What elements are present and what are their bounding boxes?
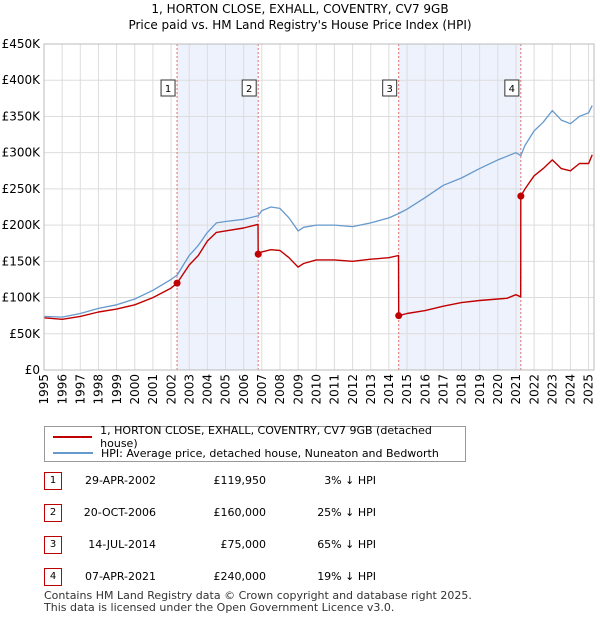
x-tick-label: 2002 [164,374,178,405]
x-tick-label: 1999 [110,374,124,405]
sale-number-badge: 1 [44,472,62,490]
x-tick-label: 2012 [346,374,360,405]
sale-label-text: 4 [509,84,515,95]
sale-label-box [160,79,176,97]
x-tick-label: 2010 [309,374,323,405]
x-tick-label: 2004 [201,374,215,405]
sale-hpi-diff: 65% ↓ HPI [317,538,376,551]
sale-number-badge: 4 [44,568,62,586]
sale-point [395,312,403,320]
footer-licence: This data is licensed under the Open Gov… [44,601,395,614]
x-tick-label: 1998 [92,374,106,405]
sale-hpi-diff: 25% ↓ HPI [317,506,376,519]
legend-swatch-property [53,436,93,438]
x-tick-label: 2013 [364,374,378,405]
sale-date: 14-JUL-2014 [88,538,156,551]
sale-price: £119,950 [213,474,267,487]
y-tick-label: £250K [2,182,42,196]
y-tick-label: £150K [2,254,42,268]
sale-hpi-diff: 3% ↓ HPI [324,474,376,487]
y-tick-label: £350K [2,109,42,123]
x-tick-label: 1995 [37,374,51,405]
x-tick-label: 1997 [74,374,88,405]
x-tick-label: 2007 [255,374,269,405]
sale-hpi-diff: 19% ↓ HPI [317,570,376,583]
x-tick-label: 2025 [582,374,596,405]
sale-label-text: 2 [246,84,252,95]
x-tick-label: 2008 [273,374,287,405]
sale-label-text: 3 [386,84,392,95]
legend-swatch-hpi [53,452,93,454]
y-tick-label: £300K [2,146,42,160]
x-tick-label: 1996 [55,374,69,405]
x-tick-label: 2023 [545,374,559,405]
x-tick-label: 2000 [128,374,142,405]
x-tick-label: 2009 [291,374,305,405]
sale-row: 1 29-APR-2002 £119,950 3% ↓ HPI [44,472,444,492]
sale-row: 4 07-APR-2021 £240,000 19% ↓ HPI [44,568,444,588]
sale-point [254,250,262,258]
footer-copyright: Contains HM Land Registry data © Crown c… [44,589,472,602]
legend-label-property: 1, HORTON CLOSE, EXHALL, COVENTRY, CV7 9… [100,424,432,450]
sale-date: 20-OCT-2006 [83,506,156,519]
y-tick-label: £450K [2,37,42,51]
price-chart: 1 2 3 4 £0 £50K £100K £150K £200K £250K £300K £350… [2,37,596,405]
sale-date: 29-APR-2002 [84,474,156,487]
x-tick-label: 2016 [418,374,432,405]
sale-number-badge: 2 [44,504,62,522]
sale-row: 3 14-JUL-2014 £75,000 65% ↓ HPI [44,536,444,556]
footer: Contains HM Land Registry data © Crown c… [44,590,472,614]
shaded-period [177,44,259,370]
y-tick-label: £50K [9,327,41,341]
shaded-period [398,44,521,370]
sale-point [517,192,525,200]
sale-date: 07-APR-2021 [84,570,156,583]
sale-number-badge: 3 [44,536,62,554]
x-tick-label: 2021 [509,374,523,405]
sale-price: £75,000 [220,538,267,551]
x-tick-label: 2022 [527,374,541,405]
x-tick-label: 2017 [437,374,451,405]
chart-title-line2: Price paid vs. HM Land Registry's House … [128,18,472,32]
legend-item-property: 1, HORTON CLOSE, EXHALL, COVENTRY, CV7 9… [53,424,465,450]
legend-item-hpi: HPI: Average price, detached house, Nune… [53,445,439,461]
x-tick-label: 2001 [146,374,160,405]
hpi-series-line [43,105,593,318]
x-tick-label: 2005 [219,374,233,405]
sale-label-text: 1 [165,84,171,95]
y-tick-label: £400K [2,73,42,87]
sale-price: £160,000 [213,506,267,519]
legend-label-hpi: HPI: Average price, detached house, Nune… [101,446,439,460]
sale-price: £240,000 [213,570,267,583]
sale-row: 2 20-OCT-2006 £160,000 25% ↓ HPI [44,504,444,524]
chart-title-line1: 1, HORTON CLOSE, EXHALL, COVENTRY, CV7 9… [151,2,449,16]
plot-border [43,43,595,371]
y-tick-label: £100K [2,291,42,305]
sale-label-box [241,79,257,97]
x-tick-label: 2015 [400,374,414,405]
x-tick-label: 2019 [473,374,487,405]
x-tick-label: 2020 [491,374,505,405]
y-tick-label: £0 [25,363,40,377]
sale-point [173,279,181,287]
x-tick-label: 2003 [182,374,196,405]
sale-label-box [504,79,520,97]
x-tick-label: 2014 [382,374,396,405]
legend: 1, HORTON CLOSE, EXHALL, COVENTRY, CV7 9… [44,424,466,462]
x-tick-label: 2006 [237,374,251,405]
x-tick-label: 2018 [455,374,469,405]
x-tick-label: 2011 [328,374,342,405]
sale-label-box [382,79,398,97]
x-tick-label: 2024 [564,374,578,405]
y-tick-label: £200K [2,218,42,232]
